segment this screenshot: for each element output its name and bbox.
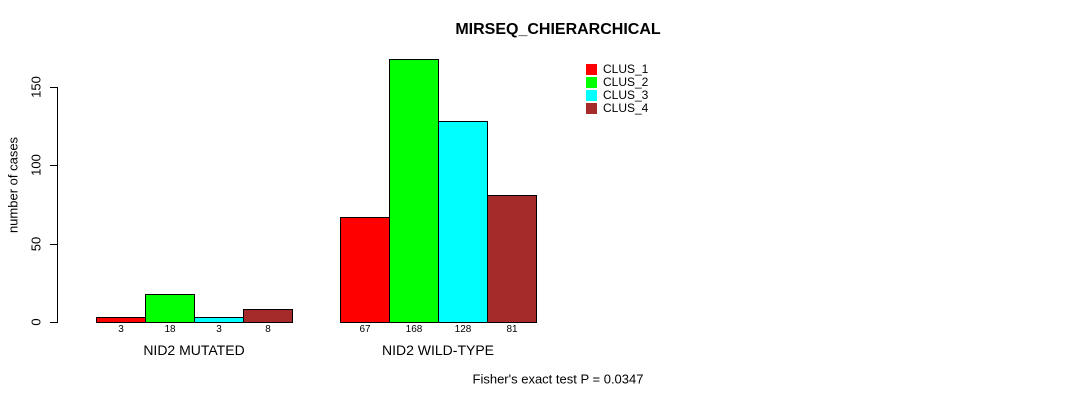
- chart-title: MIRSEQ_CHIERARCHICAL: [455, 21, 661, 38]
- y-axis-tick: [50, 322, 57, 323]
- y-axis-label: number of cases: [5, 136, 21, 234]
- bar-value-label: 8: [265, 324, 271, 335]
- bar-clus_4-group2: [487, 195, 537, 323]
- bar-clus_1-group1: [96, 317, 146, 323]
- bar-value-label: 3: [216, 324, 222, 335]
- bar-clus_1-group2: [340, 217, 390, 323]
- legend-item: CLUS_1: [586, 63, 648, 76]
- y-tick-label: 150: [28, 76, 44, 98]
- legend-swatch-icon: [586, 90, 597, 101]
- bar-clus_3-group1: [194, 317, 244, 323]
- legend-label: CLUS_1: [603, 62, 649, 76]
- bar-value-label: 168: [405, 324, 423, 335]
- group-label-1: NID2 MUTATED: [143, 342, 245, 358]
- bar-clus_4-group1: [243, 309, 293, 323]
- bar-value-label: 128: [454, 324, 472, 335]
- legend-swatch-icon: [586, 103, 597, 114]
- y-tick-label: 0: [28, 318, 44, 326]
- y-axis-tick: [50, 244, 57, 245]
- y-axis-tick: [50, 87, 57, 88]
- bar-clus_3-group2: [438, 121, 488, 323]
- legend-item: CLUS_2: [586, 76, 648, 89]
- y-axis-tick: [50, 165, 57, 166]
- bar-value-label: 18: [164, 324, 176, 335]
- y-axis-line: [57, 87, 58, 323]
- group-label-2: NID2 WILD-TYPE: [381, 342, 495, 358]
- bar-value-label: 81: [506, 324, 518, 335]
- y-tick-label: 50: [28, 236, 44, 252]
- footnote-text: Fisher's exact test P = 0.0347: [472, 371, 644, 387]
- legend-label: CLUS_2: [603, 75, 649, 89]
- legend-swatch-icon: [586, 77, 597, 88]
- legend-swatch-icon: [586, 64, 597, 75]
- legend-item: CLUS_4: [586, 102, 648, 115]
- legend-label: CLUS_4: [603, 101, 649, 115]
- bar-value-label: 67: [359, 324, 371, 335]
- legend-item: CLUS_3: [586, 89, 648, 102]
- bar-value-label: 3: [118, 324, 124, 335]
- legend-label: CLUS_3: [603, 88, 649, 102]
- bar-clus_2-group2: [389, 59, 439, 323]
- y-tick-label: 100: [28, 154, 44, 176]
- bar-clus_2-group1: [145, 294, 195, 323]
- legend: CLUS_1 CLUS_2 CLUS_3 CLUS_4: [586, 63, 648, 115]
